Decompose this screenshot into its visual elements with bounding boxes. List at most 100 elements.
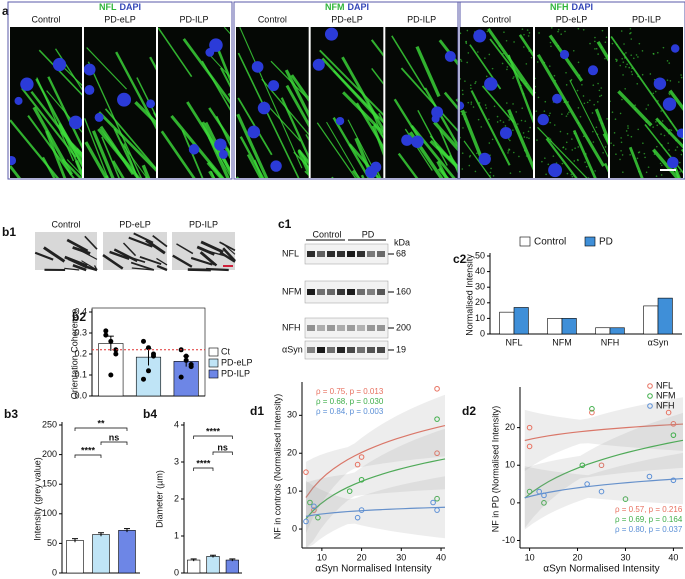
condition-label: Control xyxy=(51,219,80,229)
speckle xyxy=(669,80,672,82)
speckle xyxy=(592,84,595,86)
x-tick-label: NFM xyxy=(552,337,572,347)
speckle xyxy=(610,100,611,103)
nucleus xyxy=(552,93,562,104)
correlation-stat: ρ = 0.68, p = 0.030 xyxy=(316,397,384,406)
condition-label: PD-ILP xyxy=(407,14,436,24)
panel-label: b2 xyxy=(72,310,86,324)
speckle xyxy=(642,142,644,144)
speckle xyxy=(655,175,658,177)
fiber xyxy=(644,124,683,174)
speckle xyxy=(637,75,639,78)
group-title: NFL DAPI xyxy=(99,2,141,12)
speckle xyxy=(583,102,586,105)
correlation-stat: ρ = 0.75, p = 0.013 xyxy=(316,387,384,396)
speckle xyxy=(577,27,580,30)
speckle xyxy=(499,119,502,122)
speckle xyxy=(594,170,596,172)
fiber xyxy=(270,60,308,98)
speckle xyxy=(611,42,614,45)
protein-label: αSyn xyxy=(282,344,303,354)
fiber xyxy=(219,241,236,252)
speckle xyxy=(586,101,589,104)
speckle xyxy=(594,36,596,39)
y-axis-label: NF in controls (Normalised Intensity) xyxy=(272,394,282,540)
data-point xyxy=(303,518,309,525)
speckle xyxy=(538,32,540,34)
speckle xyxy=(461,89,464,92)
fiber xyxy=(397,152,419,178)
speckle xyxy=(548,137,550,139)
band xyxy=(307,251,315,257)
fiber xyxy=(123,143,139,178)
fiber xyxy=(182,38,230,105)
nucleus xyxy=(68,115,82,130)
fiber xyxy=(460,109,484,162)
data-point xyxy=(183,353,189,359)
data-point xyxy=(646,473,653,480)
speckle xyxy=(594,48,596,50)
x-tick-label: 20 xyxy=(573,552,583,562)
fiber xyxy=(84,118,109,178)
speckle xyxy=(512,151,515,154)
speckle xyxy=(559,130,562,133)
speckle xyxy=(679,171,681,173)
speckle xyxy=(599,95,601,98)
speckle xyxy=(653,151,656,153)
band xyxy=(347,347,355,353)
speckle xyxy=(615,60,618,62)
speckle xyxy=(624,66,627,68)
speckle xyxy=(548,65,551,67)
speckle xyxy=(461,113,464,115)
fiber xyxy=(572,129,597,178)
speckle xyxy=(577,146,580,148)
fiber xyxy=(507,54,533,124)
speckle xyxy=(597,82,599,85)
mw-label: 68 xyxy=(396,248,406,258)
band xyxy=(337,289,345,295)
fiber xyxy=(84,235,98,250)
fiber xyxy=(594,108,608,144)
speckle xyxy=(527,35,530,37)
speckle xyxy=(604,41,607,43)
fiber xyxy=(122,242,137,257)
fiber xyxy=(87,61,143,178)
speckle xyxy=(520,119,523,122)
speckle xyxy=(488,118,490,121)
speckle xyxy=(576,89,579,92)
fiber xyxy=(481,85,515,123)
speckle xyxy=(507,150,510,152)
speckle xyxy=(631,73,634,76)
fiber xyxy=(35,78,82,168)
speckle xyxy=(549,112,551,115)
fiber xyxy=(347,119,379,178)
data-point xyxy=(103,328,109,334)
speckle xyxy=(489,171,492,174)
protein-label: NFL xyxy=(282,248,299,258)
speckle xyxy=(627,127,629,129)
speckle xyxy=(668,128,671,131)
fiber xyxy=(326,121,360,178)
y-tick-label: 0.0 xyxy=(74,390,87,400)
speckle xyxy=(572,49,575,52)
speckle xyxy=(578,74,581,76)
speckle xyxy=(467,52,470,54)
nucleus xyxy=(10,155,17,166)
speckle xyxy=(582,29,585,31)
y-tick-label: 2 xyxy=(174,493,179,503)
fiber xyxy=(319,49,384,117)
fiber xyxy=(43,246,66,263)
confidence-band xyxy=(305,428,445,548)
speckle xyxy=(477,51,479,53)
fiber xyxy=(507,109,533,171)
micrograph-content xyxy=(312,27,384,178)
speckle xyxy=(622,74,624,76)
speckle xyxy=(543,110,546,113)
y-tick-label: 0 xyxy=(292,523,297,533)
speckle xyxy=(460,60,463,62)
speckle xyxy=(527,130,530,133)
speckle xyxy=(462,93,464,96)
condition-label: PD-ILP xyxy=(632,14,661,24)
fiber xyxy=(429,135,459,169)
micrograph-content xyxy=(460,27,533,178)
